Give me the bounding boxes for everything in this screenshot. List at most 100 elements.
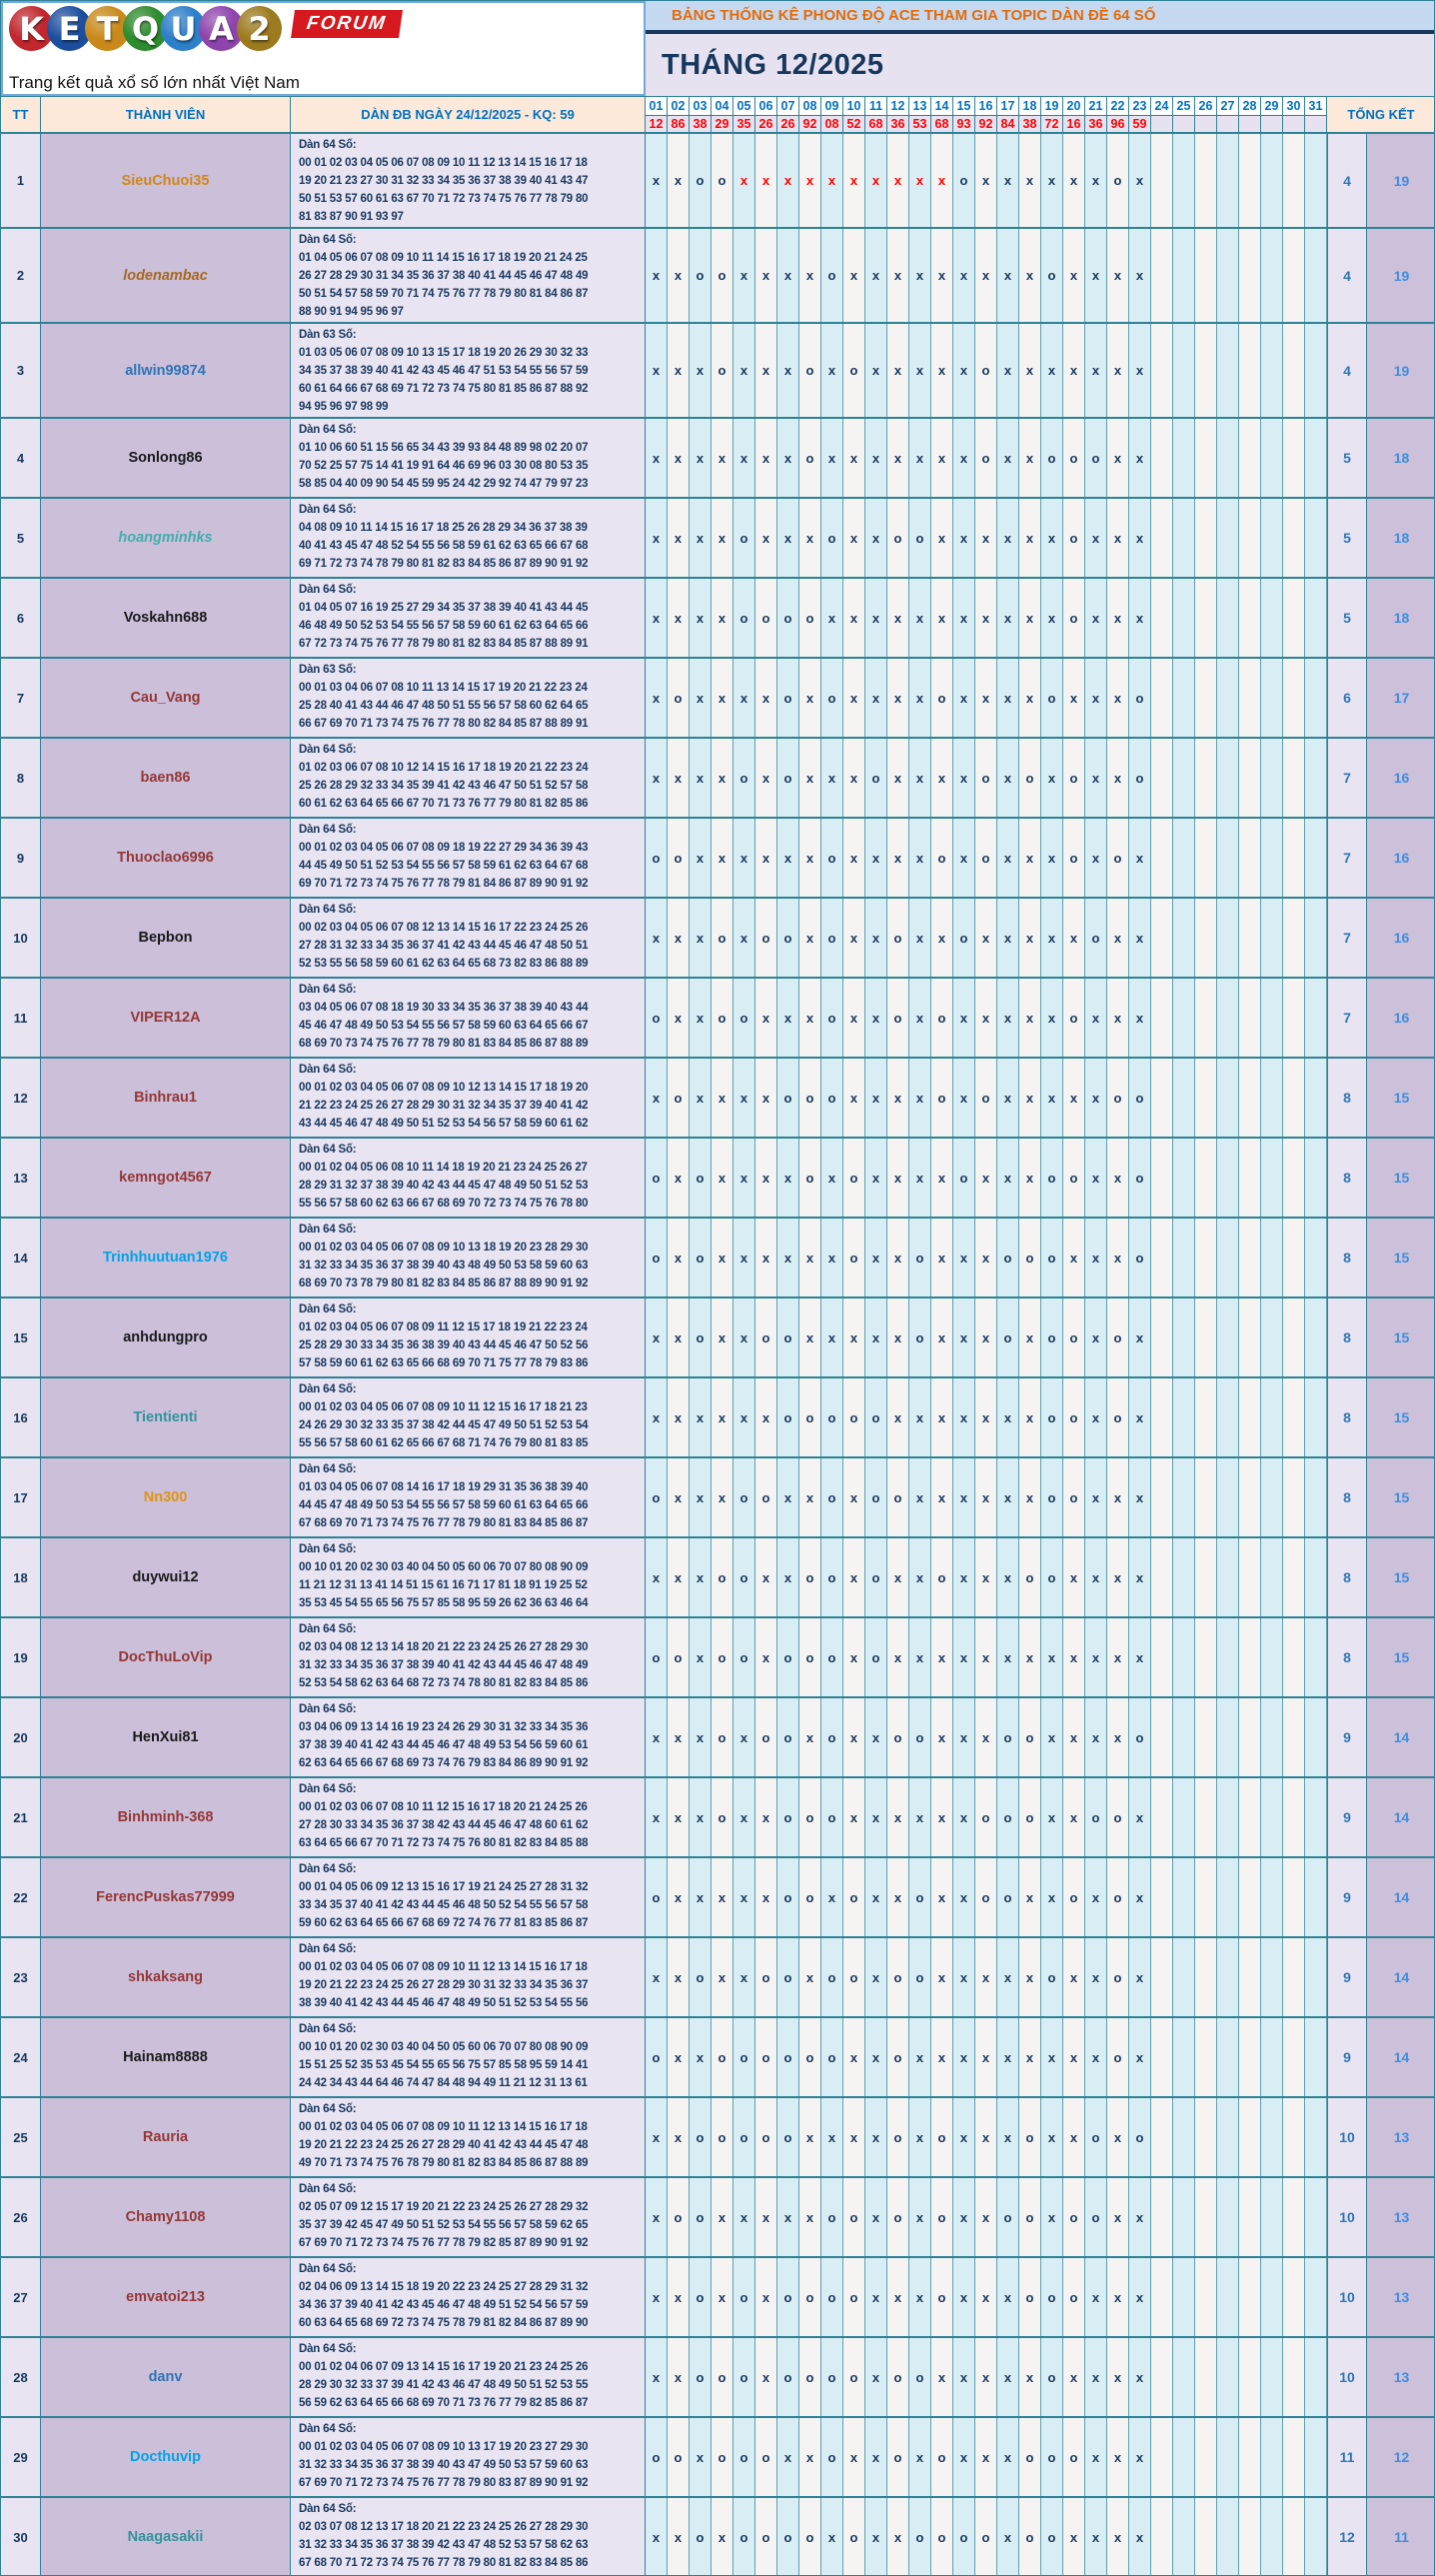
day-mark — [1151, 1298, 1173, 1376]
day-mark — [1217, 2418, 1239, 2496]
day-mark: o — [997, 1698, 1019, 1776]
member-name[interactable]: Hainam8888 — [41, 2018, 291, 2096]
member-name[interactable]: emvatoi213 — [41, 2258, 291, 2336]
day-mark — [1151, 419, 1173, 497]
day-mark: o — [712, 1698, 733, 1776]
day-mark: x — [843, 134, 865, 227]
member-name[interactable]: hoangminhks — [41, 499, 291, 577]
day-mark: x — [1129, 2018, 1151, 2096]
day-mark: o — [1041, 1139, 1063, 1217]
day-mark: o — [777, 659, 799, 737]
member-name[interactable]: Bepbon — [41, 899, 291, 977]
day-mark: x — [821, 739, 843, 817]
member-name[interactable]: shkaksang — [41, 1938, 291, 2016]
day-mark: x — [733, 1219, 755, 1296]
day-mark: x — [1129, 229, 1151, 322]
day-mark: x — [887, 1538, 909, 1616]
member-name[interactable]: allwin99874 — [41, 324, 291, 417]
member-name[interactable]: Chamy1108 — [41, 2178, 291, 2256]
day-mark: x — [865, 499, 887, 577]
day-mark: x — [1019, 1378, 1041, 1456]
day-mark: o — [1019, 1778, 1041, 1856]
day-mark: o — [953, 2498, 975, 2575]
day-mark — [1151, 899, 1173, 977]
day-mark — [1217, 1538, 1239, 1616]
day-mark: x — [865, 1219, 887, 1296]
day-mark — [1283, 2418, 1305, 2496]
day-column-27: 27 — [1217, 97, 1239, 134]
day-mark: x — [821, 1298, 843, 1376]
member-name[interactable]: baen86 — [41, 739, 291, 817]
day-mark: o — [1063, 1139, 1085, 1217]
day-mark: o — [843, 1219, 865, 1296]
day-mark: x — [668, 979, 690, 1057]
day-mark: o — [777, 1298, 799, 1376]
day-label: 23 — [1129, 97, 1150, 116]
member-name[interactable]: SieuChuoi35 — [41, 134, 291, 227]
day-mark: x — [690, 579, 712, 657]
day-mark: x — [668, 134, 690, 227]
member-name[interactable]: duywui12 — [41, 1538, 291, 1616]
day-mark: x — [755, 1139, 777, 1217]
day-column-30: 30 — [1283, 97, 1305, 134]
member-name[interactable]: Cau_Vang — [41, 659, 291, 737]
member-name[interactable]: HenXui81 — [41, 1698, 291, 1776]
day-mark: x — [843, 1538, 865, 1616]
member-name[interactable]: kemngot4567 — [41, 1139, 291, 1217]
member-name[interactable]: Thuoclao6996 — [41, 819, 291, 897]
day-mark: x — [1019, 819, 1041, 897]
day-mark: x — [777, 1458, 799, 1536]
day-mark: x — [1085, 979, 1107, 1057]
day-mark: x — [975, 579, 997, 657]
day-mark: x — [997, 134, 1019, 227]
member-name[interactable]: lodenambac — [41, 229, 291, 322]
member-name[interactable]: anhdungpro — [41, 1298, 291, 1376]
day-mark — [1217, 2258, 1239, 2336]
member-name[interactable]: Naagasakii — [41, 2498, 291, 2575]
member-name[interactable]: Rauria — [41, 2098, 291, 2176]
member-name[interactable]: Docthuvip — [41, 2418, 291, 2496]
day-mark: o — [755, 2018, 777, 2096]
day-mark — [1261, 2098, 1283, 2176]
day-mark — [1173, 2018, 1195, 2096]
member-name[interactable]: Tientienti — [41, 1378, 291, 1456]
day-label: 01 — [646, 97, 667, 116]
row-index: 24 — [1, 2018, 41, 2096]
day-mark: x — [1107, 659, 1129, 737]
member-name[interactable]: Voskahn688 — [41, 579, 291, 657]
day-mark: x — [646, 1698, 668, 1776]
member-name[interactable]: DocThuLoVip — [41, 1618, 291, 1696]
day-label: 02 — [668, 97, 689, 116]
day-mark: o — [1041, 659, 1063, 737]
total-miss-count: 10 — [1327, 2178, 1367, 2256]
member-name[interactable]: Binhrau1 — [41, 1059, 291, 1137]
day-mark: o — [690, 1219, 712, 1296]
day-mark: x — [865, 579, 887, 657]
table-row: 21 Binhminh-368 Dàn 64 Số: 00 01 02 03 06 … — [1, 1778, 1434, 1858]
day-mark: x — [865, 979, 887, 1057]
day-mark: x — [975, 2338, 997, 2416]
member-name[interactable]: FerencPuskas77999 — [41, 1858, 291, 1936]
day-mark: o — [843, 1139, 865, 1217]
day-mark — [1283, 979, 1305, 1057]
day-mark: x — [1019, 899, 1041, 977]
member-name[interactable]: Sonlong86 — [41, 419, 291, 497]
day-mark — [1283, 1139, 1305, 1217]
day-mark: x — [1107, 1698, 1129, 1776]
day-mark: o — [733, 2338, 755, 2416]
day-mark: x — [1019, 324, 1041, 417]
member-name[interactable]: danv — [41, 2338, 291, 2416]
member-name[interactable]: Binhminh-368 — [41, 1778, 291, 1856]
member-name[interactable]: Nn300 — [41, 1458, 291, 1536]
day-mark — [1151, 979, 1173, 1057]
day-mark: x — [1063, 2098, 1085, 2176]
member-name[interactable]: Trinhhuutuan1976 — [41, 1219, 291, 1296]
day-result — [1217, 116, 1238, 132]
row-index: 2 — [1, 229, 41, 322]
day-mark: o — [690, 1139, 712, 1217]
table-row: 17 Nn300 Dàn 64 Số: 01 03 04 05 06 07 08 1… — [1, 1458, 1434, 1538]
day-mark: o — [733, 579, 755, 657]
member-name[interactable]: VIPER12A — [41, 979, 291, 1057]
total-miss-count: 9 — [1327, 1938, 1367, 2016]
